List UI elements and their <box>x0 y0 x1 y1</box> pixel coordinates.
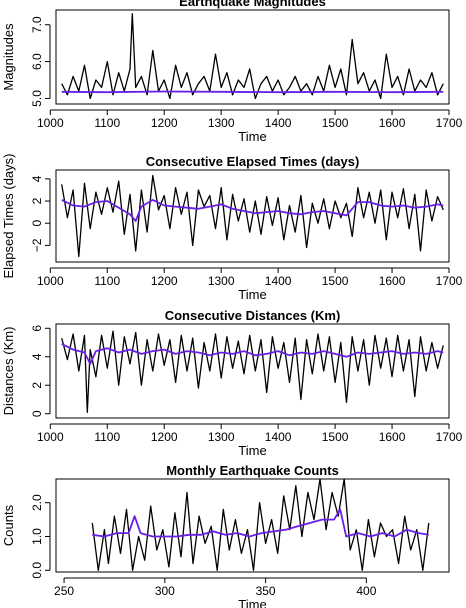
y-axis-label: Magnitudes <box>1 23 16 91</box>
y-tick-label: 2 <box>30 382 44 389</box>
x-tick-label: 400 <box>356 584 376 598</box>
chart-panel-3: Consecutive Distances (Km) 1000 1100 1200 13… <box>1 308 463 458</box>
y-tick-label: 2 <box>30 197 44 204</box>
x-tick-label: 1100 <box>94 274 120 288</box>
chart-panel-2: Consecutive Elapsed Times (days) 1000 1100… <box>1 154 463 303</box>
x-tick-label: 1300 <box>208 274 235 288</box>
plot-frame <box>55 9 450 105</box>
plot-frame <box>55 169 450 263</box>
raw-series-line <box>61 13 444 100</box>
x-tick-label: 1300 <box>208 430 235 444</box>
x-tick-label: 1500 <box>322 274 349 288</box>
chart-title: Monthly Earthquake Counts <box>166 463 339 478</box>
x-tick-label: 1000 <box>37 430 64 444</box>
x-tick-label: 350 <box>256 584 276 598</box>
x-axis-label: Time <box>238 443 266 458</box>
x-tick-label: 1700 <box>436 116 463 130</box>
y-tick-label: 4 <box>30 175 44 182</box>
smoothed-series-line <box>92 508 429 538</box>
chart-panel-4: Monthly Earthquake Counts 250 300 350 400 Tim… <box>1 463 450 608</box>
x-tick-label: 1600 <box>379 116 406 130</box>
x-axis-label: Time <box>238 597 266 608</box>
y-tick-label: 6 <box>30 325 44 332</box>
y-tick-label: 5.0 <box>30 90 44 107</box>
x-tick-label: 1100 <box>94 116 120 130</box>
x-tick-label: 1200 <box>151 274 178 288</box>
x-tick-label: 1000 <box>37 274 64 288</box>
x-tick-label: 1500 <box>322 430 349 444</box>
y-tick-label: 7.0 <box>30 16 44 33</box>
plot-frame <box>55 323 450 419</box>
chart-title: Earthquake Magnitudes <box>179 0 326 9</box>
y-axis-label: Distances (Km) <box>1 327 16 416</box>
x-axis-label: Time <box>238 287 266 302</box>
x-tick-label: 1600 <box>379 274 406 288</box>
chart-title: Consecutive Distances (Km) <box>165 308 341 323</box>
raw-series-line <box>61 330 444 413</box>
x-axis-label: Time <box>238 129 266 144</box>
x-tick-label: 1200 <box>151 430 178 444</box>
y-tick-label: 6.0 <box>30 53 44 70</box>
x-tick-label: 1200 <box>151 116 178 130</box>
x-tick-label: 300 <box>155 584 175 598</box>
x-tick-label: 1700 <box>436 430 463 444</box>
x-tick-label: 1400 <box>265 274 292 288</box>
y-tick-label: 4 <box>30 353 44 360</box>
y-tick-label: 1.0 <box>30 528 44 545</box>
y-tick-label: 0.0 <box>30 562 44 579</box>
x-tick-label: 1300 <box>208 116 235 130</box>
x-tick-label: 1000 <box>37 116 64 130</box>
plot-frame <box>55 478 450 573</box>
smoothed-series-line <box>61 343 444 365</box>
y-tick-label: 0 <box>30 220 44 227</box>
chart-panel-1: Earthquake Magnitudes 1000 1100 1200 1300 140… <box>1 0 463 144</box>
y-tick-label: 0 <box>30 410 44 417</box>
x-tick-label: 1400 <box>265 430 292 444</box>
y-axis-label: Counts <box>1 504 16 546</box>
raw-series-line <box>61 174 444 258</box>
smoothed-series-line <box>61 198 444 222</box>
y-axis-label: Elapsed Times (days) <box>1 154 16 279</box>
x-tick-label: 1400 <box>265 116 292 130</box>
x-tick-label: 1100 <box>94 430 120 444</box>
x-tick-label: 1700 <box>436 274 463 288</box>
y-tick-label: −2 <box>30 238 44 252</box>
raw-series-line <box>91 478 430 571</box>
smoothed-series-line <box>61 90 444 94</box>
x-tick-label: 250 <box>54 584 74 598</box>
y-tick-label: 2.0 <box>30 494 44 511</box>
x-tick-label: 1500 <box>322 116 349 130</box>
chart-title: Consecutive Elapsed Times (days) <box>146 154 360 169</box>
x-tick-label: 1600 <box>379 430 406 444</box>
